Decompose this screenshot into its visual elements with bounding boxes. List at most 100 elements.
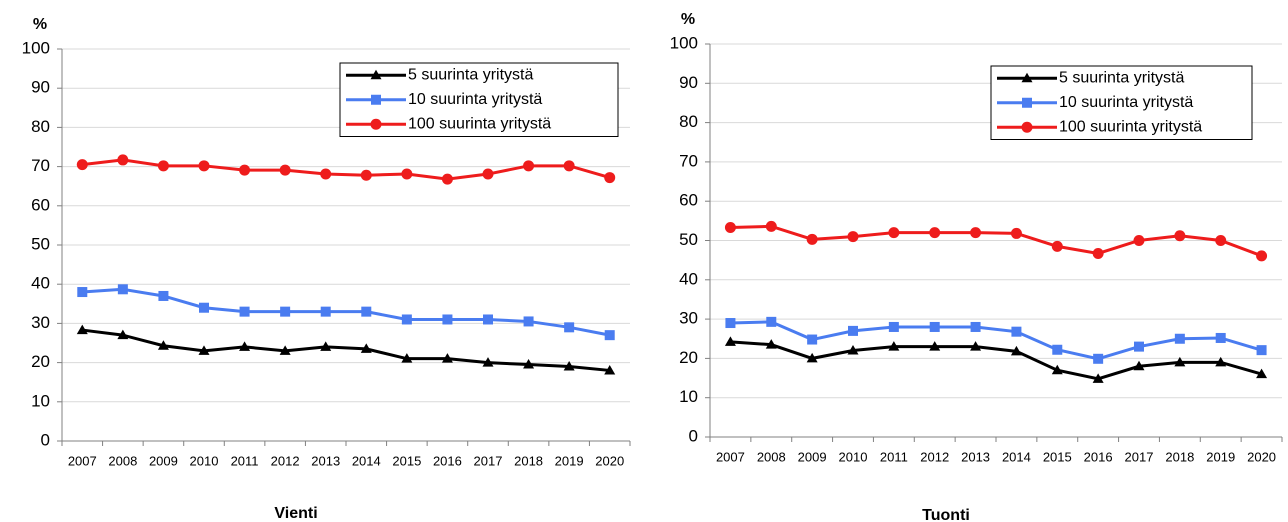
line — [82, 158, 611, 181]
marker — [523, 359, 535, 369]
marker — [604, 172, 616, 184]
y-tick-label: 50 — [679, 230, 698, 249]
marker — [239, 306, 250, 317]
x-tick-label: 2016 — [433, 453, 462, 468]
marker — [724, 222, 736, 234]
marker — [158, 290, 169, 301]
legend-label: 100 suurinta yritystä — [1059, 118, 1202, 135]
marker — [441, 353, 453, 363]
x-tick-label: 2012 — [920, 449, 949, 464]
series — [724, 336, 1268, 383]
y-tick-label: 70 — [31, 156, 50, 175]
marker — [888, 341, 900, 351]
marker — [76, 159, 88, 171]
y-tick-label: 0 — [689, 426, 698, 445]
marker — [970, 321, 981, 332]
marker — [929, 341, 941, 351]
legend-label: 100 suurinta yritystä — [408, 115, 551, 132]
y-tick-label: 60 — [31, 195, 50, 214]
marker — [360, 343, 372, 353]
line — [730, 224, 1263, 258]
x-tick-label: 2020 — [595, 453, 624, 468]
legend-label: 10 suurinta yritystä — [408, 91, 542, 108]
x-tick-label: 2018 — [514, 453, 543, 468]
marker — [1256, 250, 1268, 262]
marker — [929, 227, 941, 239]
marker — [970, 227, 982, 239]
marker — [1022, 97, 1032, 108]
x-tick-label: 2019 — [1206, 449, 1235, 464]
legend-label: 5 suurinta yritystä — [408, 66, 533, 83]
marker — [563, 361, 575, 371]
marker — [199, 302, 209, 313]
x-tick-label: 2010 — [839, 449, 868, 464]
marker — [523, 316, 534, 327]
y-axis-label: % — [33, 16, 47, 33]
marker — [320, 306, 331, 317]
y-tick-label: 100 — [22, 38, 50, 57]
marker — [117, 329, 129, 340]
marker — [888, 321, 899, 332]
x-tick-label: 2013 — [311, 453, 340, 468]
line — [82, 287, 610, 337]
marker — [806, 233, 818, 245]
marker — [523, 160, 535, 172]
x-tick-label: 2009 — [798, 449, 827, 464]
marker — [970, 341, 982, 351]
y-tick-label: 90 — [679, 73, 698, 92]
x-tick-label: 2008 — [757, 449, 786, 464]
y-tick-label: 80 — [31, 117, 50, 136]
marker — [564, 322, 575, 333]
series — [725, 316, 1267, 364]
y-tick-label: 20 — [31, 352, 50, 371]
marker — [370, 118, 382, 130]
marker — [806, 352, 818, 363]
marker — [1021, 72, 1033, 83]
y-tick-label: 30 — [679, 309, 698, 328]
marker — [482, 168, 494, 180]
marker — [401, 353, 413, 363]
marker — [1174, 230, 1186, 242]
marker — [563, 160, 575, 172]
marker — [198, 345, 210, 355]
x-tick-label: 2007 — [68, 453, 97, 468]
marker — [1215, 235, 1227, 246]
series — [724, 220, 1268, 262]
x-tick-label: 2009 — [149, 453, 178, 468]
marker — [280, 306, 291, 317]
marker — [1256, 345, 1267, 356]
marker — [1011, 326, 1022, 337]
y-tick-label: 80 — [679, 112, 698, 131]
y-tick-label: 0 — [41, 430, 50, 449]
x-tick-label: 2010 — [190, 453, 219, 468]
series — [76, 324, 616, 375]
x-tick-label: 2008 — [108, 453, 137, 468]
marker — [766, 316, 777, 327]
y-tick-label: 20 — [679, 348, 698, 367]
marker — [371, 94, 381, 105]
marker — [1092, 373, 1104, 383]
x-tick-label: 2015 — [392, 453, 421, 468]
marker — [157, 160, 169, 172]
marker — [482, 357, 494, 367]
x-tick-label: 2011 — [880, 449, 908, 464]
marker — [77, 287, 88, 298]
x-tick-label: 2015 — [1043, 449, 1072, 464]
marker — [765, 220, 777, 232]
marker — [1174, 333, 1185, 344]
legend-label: 10 suurinta yritystä — [1059, 94, 1193, 111]
x-tick-label: 2020 — [1247, 449, 1276, 464]
marker — [847, 231, 859, 243]
marker — [1215, 332, 1226, 343]
marker — [1256, 368, 1268, 379]
marker — [1134, 341, 1144, 352]
marker — [320, 168, 332, 180]
x-tick-label: 2014 — [1002, 449, 1031, 464]
y-tick-label: 40 — [31, 274, 50, 293]
marker — [483, 314, 493, 325]
marker — [1093, 353, 1104, 364]
x-tick-label: 2018 — [1165, 449, 1194, 464]
marker — [604, 330, 615, 341]
y-tick-label: 30 — [31, 313, 50, 332]
marker — [76, 324, 88, 335]
